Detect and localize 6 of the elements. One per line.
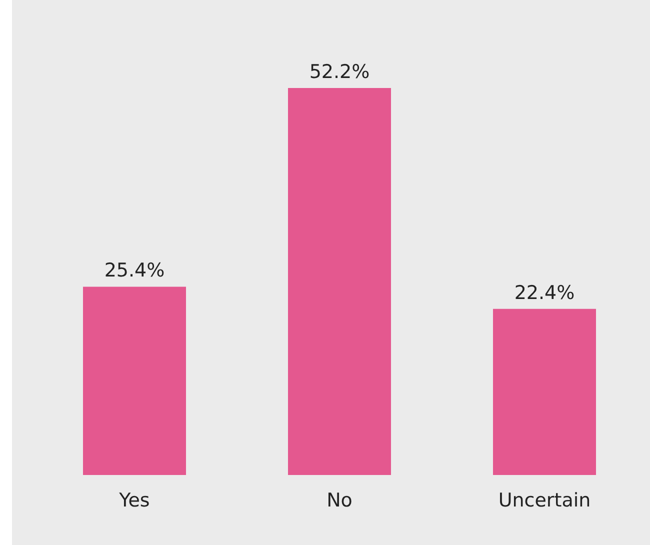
data-label: 25.4% (104, 260, 165, 282)
x-tick-label: No (326, 489, 352, 512)
x-tick-label: Yes (118, 489, 150, 512)
data-label: 52.2% (309, 61, 370, 83)
data-label: 22.4% (514, 282, 575, 304)
x-tick-label: Uncertain (498, 489, 591, 512)
